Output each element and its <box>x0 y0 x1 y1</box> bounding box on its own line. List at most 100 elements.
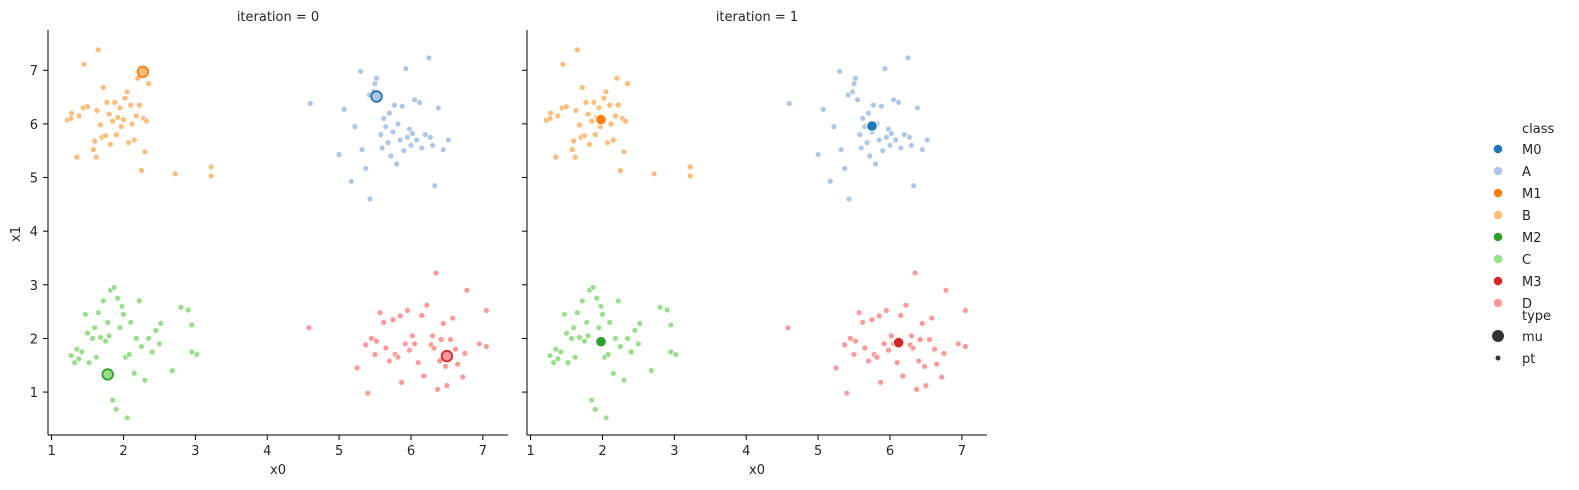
point-d <box>436 357 443 365</box>
point-d <box>483 343 490 350</box>
point-a <box>866 152 873 160</box>
point-c <box>123 414 131 421</box>
point-b <box>624 80 631 87</box>
point-a <box>366 195 374 203</box>
x-tick-label: 4 <box>263 444 271 459</box>
point-c <box>102 337 109 345</box>
point-b <box>103 99 111 106</box>
point-c <box>118 303 126 310</box>
point-c <box>156 340 163 347</box>
facet-panel-iteration-1: iteration = 1 1 2 3 4 5 6 7 x0 <box>522 10 987 478</box>
point-a <box>389 128 397 136</box>
point-a <box>814 151 822 158</box>
point-a <box>836 68 843 75</box>
legend-swatch-m0 <box>1493 144 1503 154</box>
point-b <box>68 109 75 117</box>
centroid-m1 <box>136 65 150 79</box>
point-a <box>904 54 912 62</box>
legend-label-m0: M0 <box>1522 143 1542 158</box>
point-c <box>71 359 78 366</box>
point-a <box>394 120 402 128</box>
point-b <box>572 107 580 114</box>
point-d <box>832 364 840 372</box>
y-tick-label: 7 <box>30 64 38 79</box>
point-b <box>554 112 562 120</box>
point-b <box>172 170 179 178</box>
point-d <box>955 340 962 347</box>
point-d <box>919 320 926 327</box>
point-b <box>109 117 116 125</box>
point-d <box>926 336 933 343</box>
panel-1-centroids <box>595 113 905 349</box>
point-c <box>604 351 612 358</box>
y-tick-label: 3 <box>30 279 38 294</box>
point-a <box>910 182 917 189</box>
point-c <box>92 354 100 361</box>
point-b <box>136 101 143 109</box>
centroid-m3 <box>892 336 905 349</box>
point-d <box>415 359 422 366</box>
point-b <box>73 153 81 161</box>
point-b <box>120 116 127 123</box>
point-d <box>353 364 361 372</box>
point-a <box>431 182 438 189</box>
point-c <box>104 319 111 326</box>
point-c <box>663 306 671 314</box>
point-a <box>393 160 400 168</box>
point-a <box>886 142 894 149</box>
point-b <box>563 103 570 110</box>
point-d <box>476 340 483 347</box>
point-a <box>897 144 904 152</box>
legend-label-c: C <box>1522 253 1531 268</box>
point-a <box>340 106 348 113</box>
point-b <box>97 121 104 129</box>
point-a <box>859 115 866 122</box>
point-b <box>588 117 595 125</box>
point-a <box>335 151 343 158</box>
point-d <box>409 332 416 339</box>
point-a <box>427 134 434 141</box>
point-a <box>845 195 853 203</box>
point-b <box>111 99 119 106</box>
point-a <box>404 134 411 141</box>
point-c <box>120 311 127 318</box>
y-tick-label: 6 <box>30 118 38 133</box>
point-a <box>852 75 859 82</box>
point-c <box>85 359 93 366</box>
legend-swatch-m3 <box>1493 276 1503 286</box>
point-d <box>873 354 881 361</box>
point-a <box>379 144 386 152</box>
legend-swatch-d <box>1493 298 1503 308</box>
point-d <box>423 302 430 309</box>
point-a <box>924 136 931 144</box>
point-a <box>399 102 406 110</box>
point-c <box>193 351 201 358</box>
point-a <box>875 136 883 144</box>
point-b <box>67 115 75 122</box>
panel-0-x-axis-label: x0 <box>270 463 286 478</box>
point-a <box>425 54 433 62</box>
legend-type-title: type <box>1522 309 1551 324</box>
point-d <box>406 347 413 354</box>
point-b <box>604 139 611 146</box>
point-b <box>92 153 100 161</box>
point-d <box>483 307 490 314</box>
panel-title-iteration-1: iteration = 1 <box>716 10 798 25</box>
point-c <box>597 303 605 310</box>
centroid-m1 <box>595 113 607 126</box>
point-d <box>922 382 930 389</box>
point-c <box>593 295 600 302</box>
point-b <box>102 132 109 139</box>
point-d <box>459 373 466 381</box>
point-c <box>75 355 83 362</box>
x-tick-label: 2 <box>119 444 127 459</box>
legend-swatch-m2 <box>1493 232 1503 242</box>
point-a <box>435 104 442 112</box>
centroid-m3 <box>440 349 454 363</box>
point-d <box>389 316 397 323</box>
point-b <box>686 172 694 180</box>
point-a <box>881 65 889 72</box>
point-d <box>420 372 428 380</box>
y-tick-label: 1 <box>30 386 38 401</box>
point-c <box>581 337 588 345</box>
